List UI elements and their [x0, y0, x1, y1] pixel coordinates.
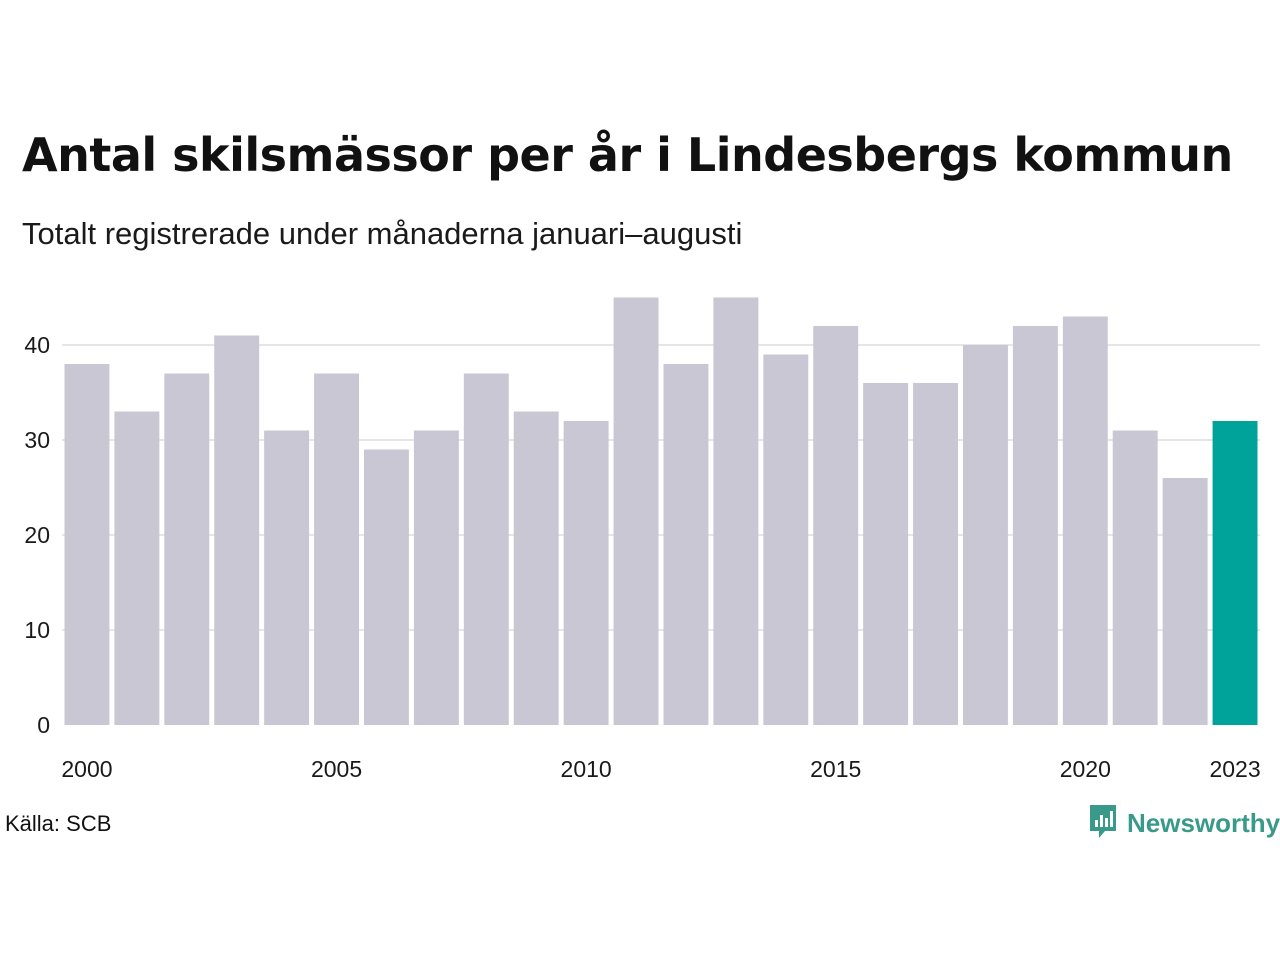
- bar-2010: [563, 421, 609, 725]
- newsworthy-logo-text: Newsworthy: [1127, 808, 1280, 838]
- x-tick-label: 2005: [311, 756, 362, 782]
- bar-2004: [264, 430, 310, 725]
- bar-2007: [413, 430, 459, 725]
- x-tick-label: 2020: [1060, 756, 1111, 782]
- bar-2017: [913, 383, 958, 725]
- newsworthy-logo[interactable]: Newsworthy: [1088, 803, 1280, 844]
- bar-2019: [1012, 326, 1058, 725]
- x-tick-label: 2015: [810, 756, 861, 782]
- bar-2002: [164, 373, 210, 725]
- x-tick-label: 2010: [561, 756, 612, 782]
- bar-2001: [114, 411, 160, 725]
- bar-2000: [64, 364, 110, 725]
- bar-2013: [713, 297, 759, 725]
- bar-2023: [1212, 421, 1258, 725]
- y-tick-label: 0: [37, 712, 50, 738]
- chart-subtitle: Totalt registrerade under månaderna janu…: [22, 216, 743, 251]
- bar-2014: [763, 354, 809, 725]
- bar-2022: [1162, 478, 1208, 725]
- bar-2018: [963, 345, 1008, 725]
- bar-2009: [513, 411, 559, 725]
- bar-2016: [863, 383, 909, 725]
- bar-2011: [613, 297, 659, 725]
- x-tick-label: 2000: [61, 756, 112, 782]
- y-tick-label: 10: [24, 617, 50, 643]
- chart-title: Antal skilsmässor per år i Lindesbergs k…: [22, 128, 1233, 182]
- x-tick-label: 2023: [1209, 756, 1260, 782]
- bars: [64, 297, 1258, 725]
- y-axis-ticks: 0 10 20 30 40: [24, 332, 50, 738]
- bar-2015: [813, 326, 859, 725]
- bar-chart: 0 10 20 30 40 2000 2005 2010 2015 2020 2023: [24, 297, 1261, 782]
- y-tick-label: 20: [24, 522, 50, 548]
- y-tick-label: 40: [24, 332, 50, 358]
- x-axis-ticks: 2000 2005 2010 2015 2020 2023: [61, 756, 1260, 782]
- bar-2003: [214, 335, 260, 725]
- y-tick-label: 30: [24, 427, 50, 453]
- bar-2020: [1062, 316, 1108, 725]
- bar-2021: [1112, 430, 1158, 725]
- gridlines: [62, 344, 1260, 631]
- source-note: Källa: SCB: [5, 811, 112, 836]
- bar-2006: [364, 449, 409, 725]
- bar-2005: [314, 373, 359, 725]
- bar-2012: [663, 364, 709, 725]
- bar-2008: [463, 373, 509, 725]
- newsworthy-logo-icon: [1088, 803, 1118, 844]
